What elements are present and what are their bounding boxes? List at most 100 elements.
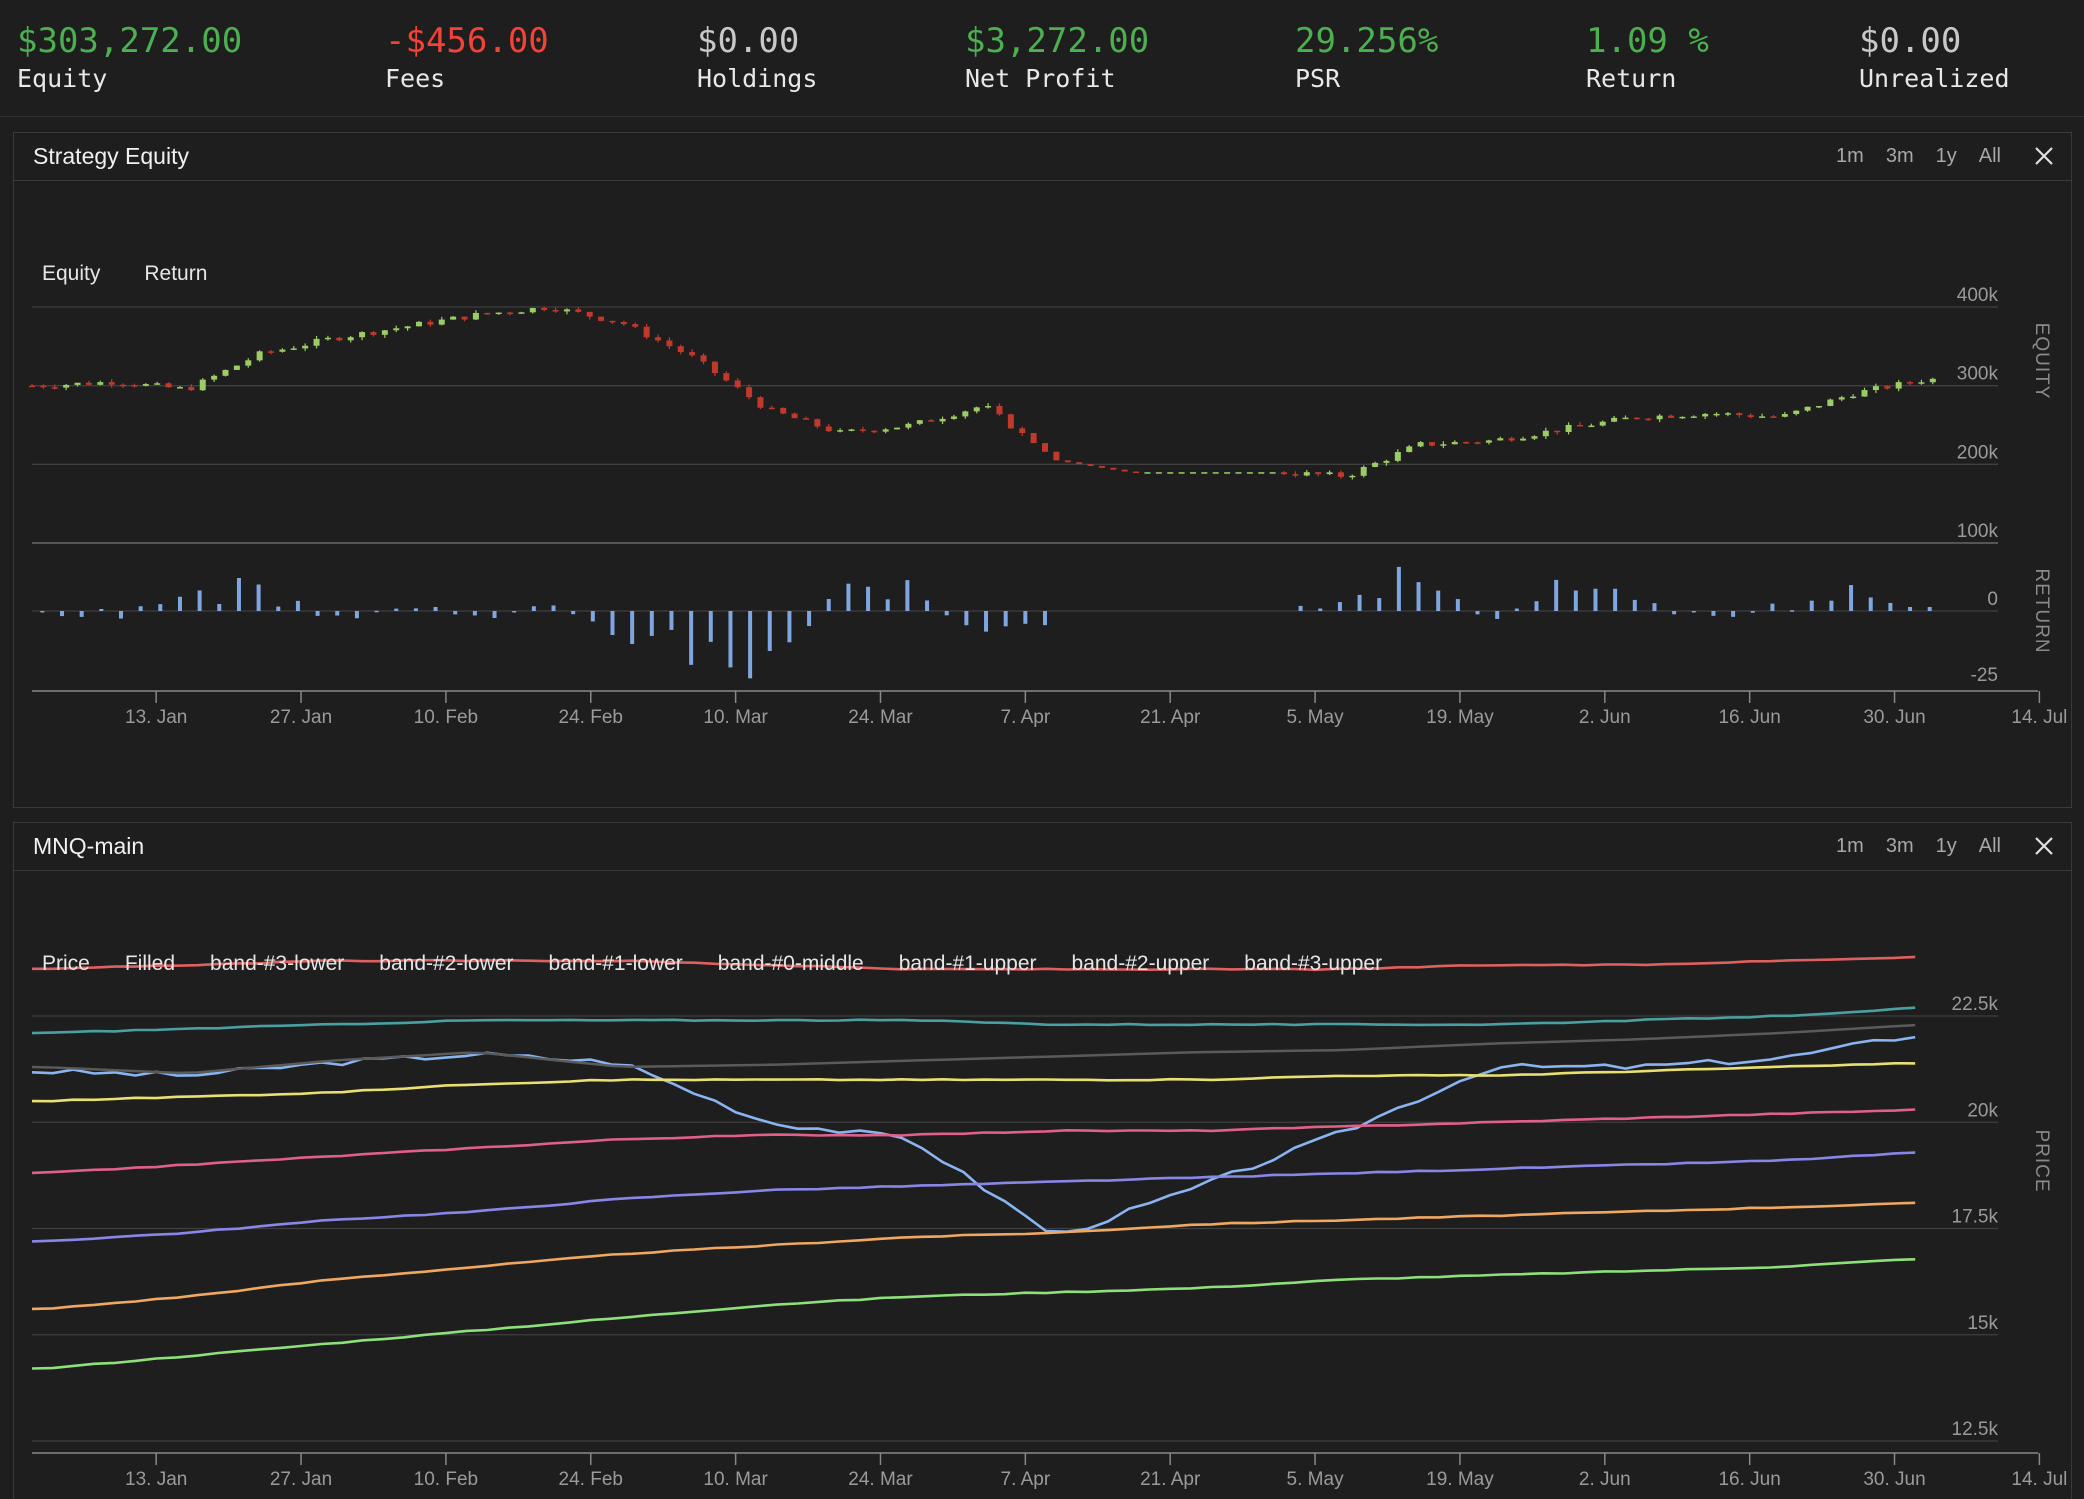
candle xyxy=(381,330,388,335)
candle xyxy=(1872,386,1879,391)
legend-item-band-3-lower[interactable]: band-#3-lower xyxy=(210,952,344,975)
series-line-band-0-middle xyxy=(31,1108,1916,1175)
candle xyxy=(1850,396,1857,399)
strategy-equity-panel: Strategy Equity 1m 3m 1y All 400k 300k 200k 10… xyxy=(13,132,2072,808)
return-bar xyxy=(1691,611,1696,613)
candle xyxy=(1520,438,1527,441)
candle xyxy=(916,420,923,424)
candle xyxy=(1645,418,1652,421)
candle xyxy=(268,351,275,353)
candle xyxy=(848,429,855,431)
return-bar xyxy=(1927,607,1932,611)
range-button-1y[interactable]: 1y xyxy=(1935,835,1957,857)
candle xyxy=(131,385,138,387)
candle xyxy=(837,430,844,432)
range-button-3m[interactable]: 3m xyxy=(1885,835,1914,857)
stat-return: 1.09 % Return xyxy=(1586,20,1709,96)
candle xyxy=(495,312,502,315)
return-bar xyxy=(276,606,281,611)
candle xyxy=(1417,442,1424,447)
candle xyxy=(689,352,696,356)
return-bar xyxy=(1534,601,1539,611)
return-bars xyxy=(40,566,1932,679)
series-line-filled xyxy=(31,1023,1916,1075)
candle xyxy=(711,361,718,374)
candle xyxy=(780,407,787,414)
range-button-1m[interactable]: 1m xyxy=(1836,835,1864,857)
x-tick-label: 30. Jun xyxy=(1863,1469,1925,1490)
candle xyxy=(40,385,47,388)
legend-item-return[interactable]: Return xyxy=(144,262,207,285)
stat-net-profit: $3,272.00 Net Profit xyxy=(965,20,1149,96)
legend-item-band-0-middle[interactable]: band-#0-middle xyxy=(718,952,864,975)
range-button-1m[interactable]: 1m xyxy=(1836,145,1864,167)
legend-item-filled[interactable]: Filled xyxy=(125,952,175,975)
return-bar xyxy=(610,611,615,636)
return-bar xyxy=(925,600,930,611)
return-bar xyxy=(1416,582,1421,611)
range-button-All[interactable]: All xyxy=(1978,145,2001,167)
price-chart: 22.5k 20k 17.5k 15k 12.5k PRICE Price Filled ban… xyxy=(31,952,2067,1490)
legend-item-band-2-upper[interactable]: band-#2-upper xyxy=(1072,952,1210,975)
candle xyxy=(1019,428,1026,434)
return-bar xyxy=(472,611,477,616)
close-icon[interactable] xyxy=(2031,833,2057,859)
legend-item-equity[interactable]: Equity xyxy=(42,262,101,285)
legend-item-band-1-upper[interactable]: band-#1-upper xyxy=(899,952,1037,975)
x-tick-label: 14. Jul xyxy=(2011,707,2067,728)
candle xyxy=(461,316,468,320)
panel-title: Strategy Equity xyxy=(33,143,189,169)
return-bar xyxy=(1790,610,1795,612)
candle xyxy=(427,321,434,325)
candle xyxy=(1622,417,1629,420)
range-selector: 1m 3m 1y All xyxy=(1814,145,2001,168)
candle xyxy=(256,351,263,361)
candle xyxy=(472,312,479,320)
legend-item-band-1-lower[interactable]: band-#1-lower xyxy=(549,952,683,975)
range-button-1y[interactable]: 1y xyxy=(1935,145,1957,167)
candle xyxy=(142,384,149,386)
candle xyxy=(632,324,639,327)
candle xyxy=(1258,472,1265,474)
return-bar xyxy=(1377,598,1382,611)
close-icon[interactable] xyxy=(2031,143,2057,169)
x-tick-label: 5. May xyxy=(1287,1469,1345,1490)
stat-label: Holdings xyxy=(697,64,818,93)
x-tick-label: 10. Feb xyxy=(414,707,478,728)
return-bar xyxy=(1514,608,1519,611)
series-line-band-2-upper xyxy=(31,1006,1916,1035)
x-tick-label: 21. Apr xyxy=(1140,1469,1201,1490)
candle xyxy=(996,406,1003,415)
candle xyxy=(1133,471,1140,474)
range-button-All[interactable]: All xyxy=(1978,835,2001,857)
return-bar xyxy=(649,611,654,636)
candle xyxy=(211,375,218,380)
candle xyxy=(1781,414,1788,417)
x-tick-label: 21. Apr xyxy=(1140,707,1201,728)
candle xyxy=(768,407,775,410)
candle xyxy=(1383,460,1390,463)
candle xyxy=(563,309,570,312)
return-bar xyxy=(826,599,831,611)
candle xyxy=(1315,472,1322,475)
range-button-3m[interactable]: 3m xyxy=(1885,145,1914,167)
x-tick-label: 24. Feb xyxy=(559,1469,623,1490)
candle xyxy=(1759,416,1766,418)
return-bar xyxy=(708,611,713,642)
return-bar xyxy=(551,605,556,611)
candle xyxy=(1770,416,1777,418)
candle xyxy=(950,416,957,419)
candle xyxy=(51,387,58,389)
return-bar xyxy=(1573,590,1578,611)
x-tick-label: 13. Jan xyxy=(125,1469,187,1490)
candle xyxy=(324,337,331,340)
candle xyxy=(1633,417,1640,420)
y2-tick-label: -25 xyxy=(1971,665,1998,686)
return-bar xyxy=(1829,600,1834,611)
legend-item-band-2-lower[interactable]: band-#2-lower xyxy=(379,952,513,975)
stat-fees: -$456.00 Fees xyxy=(385,20,549,96)
legend-item-band-3-upper[interactable]: band-#3-upper xyxy=(1244,952,1382,975)
candle xyxy=(1303,472,1310,476)
legend-item-price[interactable]: Price xyxy=(42,952,90,975)
candle xyxy=(1246,472,1253,474)
